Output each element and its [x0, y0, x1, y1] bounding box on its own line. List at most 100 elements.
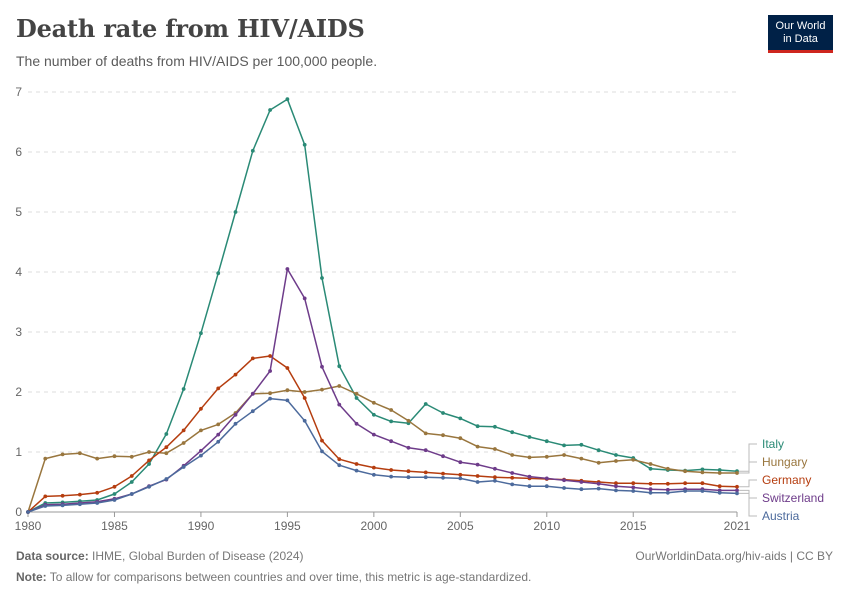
- data-point[interactable]: [441, 433, 445, 438]
- series-italy[interactable]: [26, 97, 739, 514]
- data-point[interactable]: [458, 472, 463, 477]
- data-point[interactable]: [406, 469, 411, 474]
- data-point[interactable]: [544, 484, 549, 489]
- legend-label-austria[interactable]: Austria: [762, 509, 800, 523]
- data-point[interactable]: [717, 490, 722, 495]
- data-point[interactable]: [129, 474, 134, 478]
- data-point[interactable]: [493, 466, 497, 471]
- data-point[interactable]: [129, 454, 134, 459]
- data-point[interactable]: [475, 444, 480, 449]
- data-point[interactable]: [354, 396, 359, 400]
- data-point[interactable]: [510, 482, 515, 487]
- data-point[interactable]: [371, 400, 376, 405]
- series-line[interactable]: [27, 397, 738, 513]
- data-point[interactable]: [406, 475, 411, 480]
- legend-label-germany[interactable]: Germany: [762, 473, 811, 487]
- data-point[interactable]: [320, 449, 324, 454]
- data-point[interactable]: [458, 416, 463, 421]
- data-point[interactable]: [302, 418, 307, 423]
- data-point[interactable]: [216, 271, 221, 276]
- data-point[interactable]: [423, 402, 428, 406]
- data-point[interactable]: [112, 498, 117, 502]
- data-point[interactable]: [700, 470, 705, 475]
- data-point[interactable]: [164, 432, 169, 436]
- data-point[interactable]: [164, 445, 169, 450]
- data-point[interactable]: [475, 474, 480, 478]
- data-point[interactable]: [216, 439, 221, 444]
- data-point[interactable]: [665, 490, 670, 495]
- data-point[interactable]: [77, 502, 82, 507]
- data-point[interactable]: [614, 453, 618, 457]
- data-point[interactable]: [700, 489, 705, 493]
- data-point[interactable]: [527, 435, 532, 439]
- data-point[interactable]: [389, 468, 394, 472]
- data-point[interactable]: [302, 396, 307, 400]
- data-point[interactable]: [181, 441, 186, 445]
- data-point[interactable]: [112, 492, 117, 496]
- data-point[interactable]: [129, 480, 134, 484]
- data-point[interactable]: [199, 331, 203, 336]
- data-point[interactable]: [43, 494, 48, 499]
- data-point[interactable]: [60, 503, 65, 508]
- data-point[interactable]: [354, 462, 359, 466]
- data-point[interactable]: [579, 442, 584, 447]
- series-line[interactable]: [27, 355, 738, 513]
- data-point[interactable]: [233, 412, 238, 417]
- data-point[interactable]: [233, 210, 238, 214]
- data-point[interactable]: [354, 421, 359, 426]
- data-point[interactable]: [596, 486, 601, 491]
- data-point[interactable]: [112, 484, 117, 489]
- data-point[interactable]: [648, 487, 653, 492]
- data-point[interactable]: [181, 428, 186, 433]
- data-point[interactable]: [268, 354, 272, 358]
- data-point[interactable]: [458, 436, 463, 441]
- data-point[interactable]: [579, 480, 584, 484]
- data-point[interactable]: [147, 462, 151, 466]
- data-point[interactable]: [60, 493, 65, 498]
- data-point[interactable]: [147, 484, 151, 489]
- data-point[interactable]: [475, 480, 480, 484]
- data-point[interactable]: [371, 465, 376, 470]
- data-point[interactable]: [683, 489, 688, 493]
- data-point[interactable]: [596, 448, 601, 453]
- data-point[interactable]: [527, 484, 532, 489]
- data-point[interactable]: [579, 487, 584, 492]
- data-point[interactable]: [129, 492, 134, 496]
- data-point[interactable]: [320, 276, 324, 280]
- data-point[interactable]: [493, 424, 497, 429]
- data-point[interactable]: [112, 454, 117, 459]
- data-point[interactable]: [544, 439, 549, 444]
- data-point[interactable]: [665, 466, 670, 471]
- data-point[interactable]: [302, 142, 307, 147]
- data-point[interactable]: [181, 387, 186, 391]
- data-point[interactable]: [700, 467, 705, 472]
- data-point[interactable]: [250, 356, 255, 361]
- data-point[interactable]: [441, 471, 445, 476]
- data-point[interactable]: [614, 484, 618, 489]
- data-point[interactable]: [43, 504, 48, 508]
- data-point[interactable]: [562, 486, 566, 490]
- data-point[interactable]: [493, 447, 497, 451]
- data-point[interactable]: [302, 296, 307, 301]
- data-point[interactable]: [493, 475, 497, 480]
- data-point[interactable]: [164, 477, 169, 481]
- data-point[interactable]: [423, 448, 428, 453]
- data-point[interactable]: [735, 488, 739, 493]
- data-point[interactable]: [268, 391, 272, 396]
- data-point[interactable]: [285, 388, 290, 393]
- data-point[interactable]: [233, 372, 238, 377]
- data-point[interactable]: [510, 475, 515, 480]
- data-point[interactable]: [371, 412, 376, 417]
- data-point[interactable]: [77, 451, 82, 456]
- data-point[interactable]: [285, 366, 290, 370]
- data-point[interactable]: [268, 369, 272, 373]
- data-point[interactable]: [389, 439, 394, 444]
- data-point[interactable]: [441, 454, 445, 459]
- data-point[interactable]: [510, 453, 515, 457]
- data-point[interactable]: [562, 443, 566, 448]
- data-point[interactable]: [475, 424, 480, 429]
- legend-label-italy[interactable]: Italy: [762, 437, 784, 451]
- data-point[interactable]: [441, 411, 445, 415]
- data-point[interactable]: [337, 384, 342, 388]
- data-point[interactable]: [527, 455, 532, 460]
